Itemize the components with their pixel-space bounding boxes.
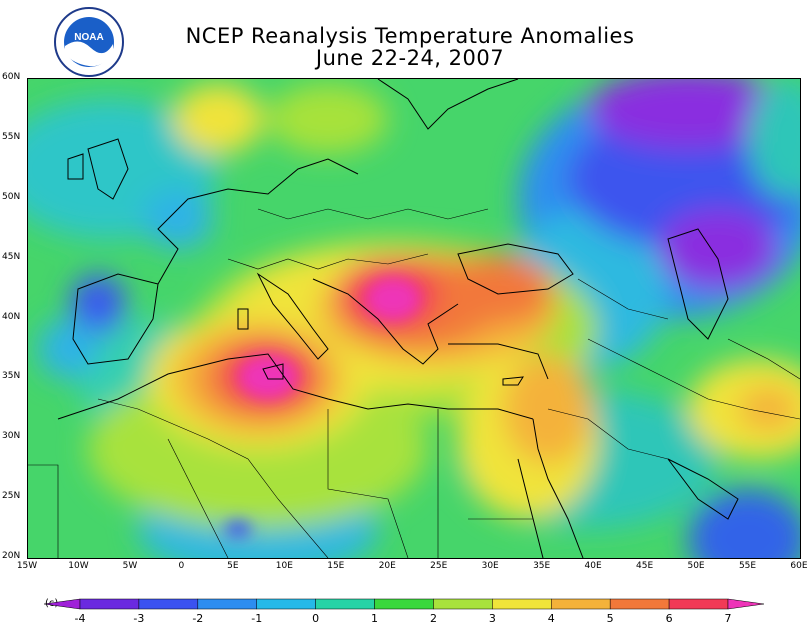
coastlines <box>57 79 739 558</box>
lon-tick-label: 20E <box>378 561 396 571</box>
borders <box>28 208 800 558</box>
colorbar-segment <box>138 598 199 610</box>
colorbar-segment <box>551 598 611 610</box>
colorbar-tick-label: 5 <box>606 612 614 625</box>
lat-tick-label: 20N <box>2 551 21 561</box>
lat-tick-label: 25N <box>2 491 21 502</box>
lat-tick-label: 60N <box>2 72 21 82</box>
lon-tick-label: 50E <box>687 561 705 571</box>
anomaly-field <box>28 79 800 558</box>
lon-tick-label: 35E <box>533 561 551 571</box>
colorbar-segment <box>315 598 375 610</box>
colorbar-segment <box>433 598 493 610</box>
lon-tick-label: 15W <box>16 561 38 571</box>
lat-tick-label: 55N <box>2 131 21 142</box>
colorbar-segment <box>197 598 257 610</box>
logo-text: NOAA <box>74 32 103 43</box>
chart-subtitle: June 22-24, 2007 <box>315 46 505 70</box>
lon-tick-label: 30E <box>481 561 499 571</box>
lon-tick-label: 10E <box>275 561 293 571</box>
lon-tick-label: 15E <box>327 561 345 571</box>
colorbar-segment <box>492 598 552 610</box>
anomaly-map <box>27 78 801 559</box>
colorbar <box>44 598 764 610</box>
lon-tick-label: 0 <box>178 561 185 571</box>
lon-tick-label: 45E <box>636 561 654 571</box>
lon-tick-label: 60E <box>790 561 808 571</box>
lat-tick-label: 45N <box>2 251 21 262</box>
colorbar-segment <box>44 598 81 610</box>
lon-tick-label: 5W <box>122 561 138 571</box>
colorbar-tick-label: 4 <box>547 612 555 625</box>
colorbar-segment <box>256 598 316 610</box>
lat-tick-label: 40N <box>2 311 21 322</box>
colorbar-tick-label: 2 <box>429 612 437 625</box>
colorbar-segment <box>609 598 670 610</box>
colorbar-tick-label: -2 <box>192 612 204 625</box>
lat-tick-label: 30N <box>2 431 21 442</box>
lat-tick-label: 50N <box>2 191 21 202</box>
colorbar-tick-label: 6 <box>665 612 673 625</box>
lon-tick-label: 10W <box>68 561 89 571</box>
colorbar-tick-label: -4 <box>74 612 86 625</box>
lon-tick-label: 25E <box>430 561 448 571</box>
colorbar-tick-label: 3 <box>488 612 496 625</box>
noaa-logo-icon: NOAA <box>49 6 129 78</box>
colorbar-tick-label: 0 <box>312 612 320 625</box>
lat-tick-label: 35N <box>2 371 21 382</box>
colorbar-segment <box>374 598 434 610</box>
chart-title: NCEP Reanalysis Temperature Anomalies <box>185 24 635 48</box>
lon-tick-label: 55E <box>738 561 757 571</box>
lon-tick-label: 5E <box>227 561 239 571</box>
lon-tick-label: 40E <box>584 561 602 571</box>
colorbar-tick-label: -3 <box>133 612 145 625</box>
colorbar-tick-label: 1 <box>371 612 379 625</box>
colorbar-segment <box>727 598 764 610</box>
colorbar-segment <box>668 598 729 610</box>
colorbar-segment <box>79 598 140 610</box>
colorbar-tick-label: -1 <box>251 612 263 625</box>
colorbar-tick-label: 7 <box>724 612 732 625</box>
